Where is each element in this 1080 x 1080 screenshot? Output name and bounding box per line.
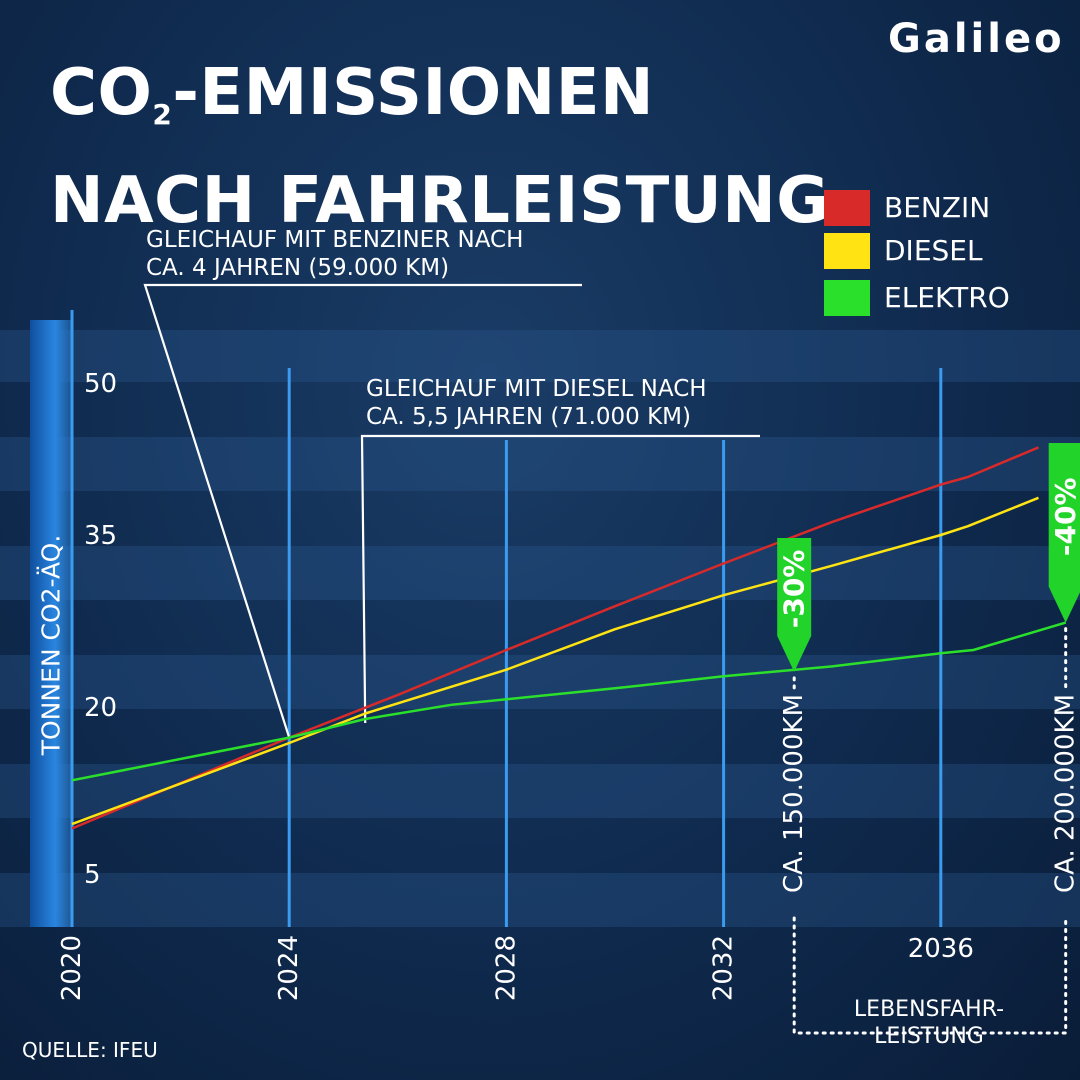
band [0, 873, 1080, 927]
y-tick-20: 20 [84, 693, 117, 723]
legend-swatch [824, 233, 870, 269]
lifetime-label: LEBENSFAHR- LEISTUNG [820, 996, 1038, 1050]
page-title: CO2-EMISSIONEN NACH FAHRLEISTUNG [50, 50, 829, 244]
distance-label-1: CA. 150.000KM [779, 694, 809, 893]
y-tick-35: 35 [84, 521, 117, 551]
x-tick-2028: 2028 [491, 935, 521, 1001]
marker-label-2: -40% [1049, 477, 1080, 556]
band [0, 764, 1080, 818]
title-sub-2: 2 [152, 98, 173, 131]
annotation-leaders [143, 283, 760, 738]
legend-label: ELEKTRO [884, 281, 1010, 314]
vertical-gridlines [70, 310, 943, 927]
band [0, 330, 1080, 382]
leader-benzin [143, 283, 582, 738]
x-tick-2036: 2036 [908, 934, 974, 964]
band [0, 437, 1080, 491]
legend-swatch [824, 190, 870, 226]
title-co: CO [50, 56, 153, 130]
line-benzin [71, 446, 1039, 830]
legend-swatch [824, 280, 870, 316]
distance-labels: CA. 150.000KM CA. 200.000KM [779, 627, 1080, 1035]
annotation-1-line1: GLEICHAUF MIT BENZINER NACH [146, 227, 523, 253]
x-tick-2024: 2024 [274, 935, 304, 1001]
annotation-2-line2: CA. 5,5 JAHREN (71.000 KM) [366, 404, 691, 430]
source-note: QUELLE: IFEU [22, 1038, 158, 1062]
marker-arrow-1 [777, 538, 812, 672]
marker-label-1: -30% [778, 550, 811, 629]
line-elektro [71, 621, 1067, 782]
legend-label: DIESEL [884, 234, 983, 267]
legend-label: BENZIN [884, 191, 991, 224]
title-line-2: NACH FAHRLEISTUNG [50, 164, 830, 238]
y-tick-50: 50 [84, 369, 117, 399]
title-emissionen: -EMISSIONEN [172, 56, 655, 130]
annotation-2-line1: GLEICHAUF MIT DIESEL NACH [366, 376, 707, 402]
percent-markers: -30% -40% [777, 443, 1080, 672]
y-axis-label: TONNEN CO2-ÄQ. [37, 535, 66, 757]
band [0, 546, 1080, 600]
y-tick-5: 5 [84, 860, 101, 890]
galileo-logo: Galileo [888, 16, 1065, 62]
distance-label-2: CA. 200.000KM [1051, 694, 1080, 893]
axis-ticks: 2020 2024 2028 2032 2036 5 20 35 50 [57, 369, 974, 1001]
lifetime-bracket [792, 916, 1068, 1035]
y-axis-bar [30, 320, 72, 927]
x-tick-2020: 2020 [57, 935, 87, 1001]
band [0, 655, 1080, 709]
marker-arrow-2 [1048, 443, 1080, 623]
annotation-1-line2: CA. 4 JAHREN (59.000 KM) [146, 255, 449, 281]
series-lines [71, 446, 1067, 830]
lifetime-line-2: LEISTUNG [874, 1024, 984, 1049]
x-tick-2032: 2032 [709, 935, 739, 1001]
background-bands [0, 330, 1080, 927]
lifetime-line-1: LEBENSFAHR- [853, 997, 1005, 1022]
leader-diesel [360, 434, 760, 723]
